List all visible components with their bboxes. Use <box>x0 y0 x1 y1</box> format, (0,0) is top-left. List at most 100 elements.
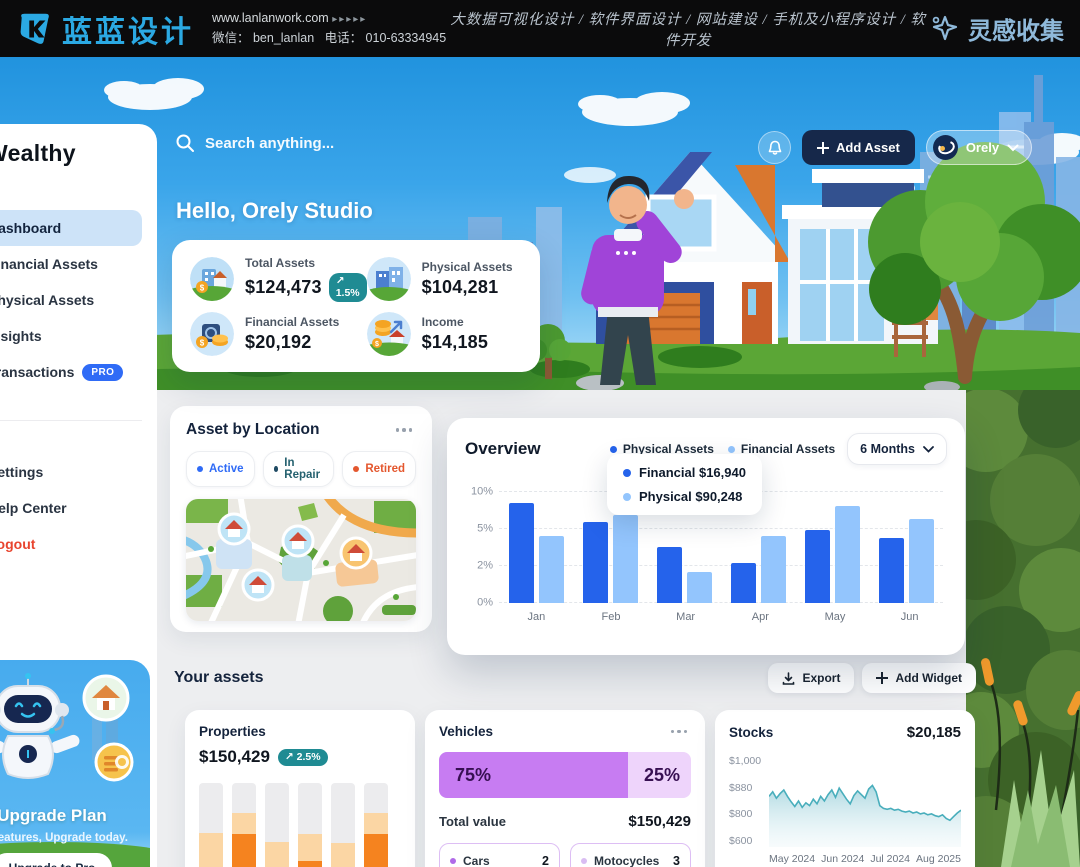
pp-seg-top <box>265 783 289 842</box>
sidebar-item-settings[interactable]: Settings <box>0 454 142 490</box>
stacked-bar <box>298 783 322 867</box>
inspiration-collect[interactable]: 灵感收集 <box>930 11 1064 46</box>
tooltip-label: Financial $16,940 <box>639 465 746 480</box>
stocks-chart: $1,000 $880 $800 $600 <box>729 755 961 847</box>
stacked-bar <box>232 783 256 867</box>
pp-seg-mid <box>265 841 289 867</box>
x-tick: Feb <box>601 611 621 623</box>
lanlan-logo[interactable]: 蓝蓝设计 <box>16 7 194 51</box>
tooltip-dot <box>623 492 631 501</box>
your-assets-title: Your assets <box>174 669 264 686</box>
status-dot <box>197 466 203 472</box>
app-logo: Wealthy <box>0 140 76 166</box>
physical-bar-jan[interactable] <box>508 503 534 603</box>
location-map[interactable] <box>186 499 416 621</box>
brand-name: 蓝蓝设计 <box>62 15 194 49</box>
sidebar-item-financial-assets[interactable]: Financial Assets <box>0 246 142 282</box>
sidebar-item-dashboard[interactable]: Dashboard <box>0 210 142 246</box>
filter-chip-retired[interactable]: Retired <box>342 451 416 487</box>
search-icon <box>176 134 194 152</box>
your-assets-section: Your assets Export Add Widget Properties… <box>170 655 976 867</box>
add-asset-button[interactable]: Add Asset <box>802 130 915 165</box>
stacked-bar <box>199 783 223 867</box>
sidebar-item-label: Transactions <box>0 364 75 380</box>
banner-phone: 电话： 010-63334945 <box>324 30 447 45</box>
stat-income: $ Income $14,185 <box>366 309 522 358</box>
add-widget-label: Add Widget <box>895 671 962 685</box>
sidebar-item-physical-assets[interactable]: Physical Assets <box>0 282 142 318</box>
stat-value: $20,192 <box>245 331 312 352</box>
physical-bar-apr[interactable] <box>730 562 756 603</box>
financial-bar-jan[interactable] <box>538 535 564 603</box>
total-value-label: Total value <box>439 814 506 829</box>
legend-label: Financial Assets <box>740 442 836 456</box>
physical-bar-may[interactable] <box>804 530 830 603</box>
hero-illustration <box>0 57 1080 390</box>
chip-label: Motocycles <box>594 854 660 867</box>
more-menu-icon[interactable] <box>392 424 417 436</box>
legend-financial-assets[interactable]: Financial Assets <box>727 442 836 456</box>
filter-chip-active[interactable]: Active <box>186 451 255 487</box>
sidebar-item-help-center[interactable]: Help Center <box>0 490 142 526</box>
search-bar[interactable] <box>175 133 555 153</box>
banner-wechat: 微信： ben_lanlan <box>212 30 315 45</box>
upgrade-to-pro-button[interactable]: Upgrade to Pro <box>0 853 112 867</box>
pp-seg-mid <box>364 813 388 834</box>
upgrade-plan-card[interactable]: Upgrade Plan AI Features, Upgrade today.… <box>0 660 150 867</box>
filter-chip-in-repair[interactable]: In Repair <box>262 451 335 487</box>
chip-label: Retired <box>365 463 405 475</box>
banner-website[interactable]: www.lanlanwork.com <box>212 11 329 26</box>
sidebar-item-label: Logout <box>0 536 36 552</box>
add-widget-button[interactable]: Add Widget <box>862 663 976 693</box>
pp-seg-bot <box>232 834 256 867</box>
financial-bar-feb[interactable] <box>612 514 638 603</box>
upgrade-title: Upgrade Plan <box>0 806 107 825</box>
chart-tooltip: Financial $16,940 Physical $90,248 <box>607 454 762 515</box>
y-tick: $1,000 <box>729 755 762 767</box>
motocycles-chip[interactable]: Motocycles 3 <box>570 843 691 867</box>
upgrade-subtitle: AI Features, Upgrade today. <box>0 832 128 844</box>
sidebar-item-insights[interactable]: Insights <box>0 318 142 354</box>
x-tick: Jun 2024 <box>821 853 865 865</box>
financial-bar-jun[interactable] <box>908 519 934 603</box>
pp-seg-top <box>364 783 388 813</box>
financial-bar-mar[interactable] <box>686 571 712 603</box>
pp-seg-mid <box>331 843 355 867</box>
vehicles-card: Vehicles 75% 25% Total value $150,429 Ca… <box>425 710 705 867</box>
physical-bar-feb[interactable] <box>582 522 608 603</box>
stacked-bar <box>265 783 289 867</box>
x-tick: Jun <box>900 611 919 623</box>
financial-bar-may[interactable] <box>834 505 860 603</box>
plus-icon <box>817 141 829 154</box>
search-input[interactable] <box>205 134 525 152</box>
legend-physical-assets[interactable]: Physical Assets <box>609 442 714 456</box>
properties-value: $150,429 <box>199 747 270 766</box>
split-left-label: 75% <box>455 764 492 785</box>
sidebar-item-transactions[interactable]: Transactions PRO <box>0 354 142 390</box>
export-button[interactable]: Export <box>768 663 855 693</box>
range-label: 6 Months <box>860 442 915 456</box>
more-menu-icon[interactable] <box>667 726 692 738</box>
user-menu[interactable]: Orely <box>925 130 1033 165</box>
trend-badge: ↗ 2.5% <box>277 748 328 766</box>
vehicles-split-bar: 75% 25% <box>439 752 691 798</box>
banner-contact: www.lanlanwork.com ▸▸▸▸▸ 微信： ben_lanlan … <box>212 9 446 48</box>
financial-bar-apr[interactable] <box>760 535 786 603</box>
range-selector[interactable]: 6 Months <box>847 433 947 465</box>
physical-bar-mar[interactable] <box>656 547 682 603</box>
chevron-down-icon <box>1007 144 1019 151</box>
page-greeting: Hello, Orely Studio <box>176 198 373 223</box>
legend-dot <box>609 445 617 453</box>
physical-bar-jun[interactable] <box>878 538 904 603</box>
stat-physical-assets: Physical Assets $104,281 <box>366 254 522 303</box>
y-tick: 0% <box>477 596 493 609</box>
overview-bars <box>499 491 943 603</box>
sidebar-item-logout[interactable]: Logout <box>0 526 142 562</box>
sidebar-item-label: Dashboard <box>0 220 62 236</box>
notifications-button[interactable] <box>758 131 791 164</box>
stat-label: Financial Assets <box>245 314 340 329</box>
cars-chip[interactable]: Cars 2 <box>439 843 560 867</box>
overview-card: Overview Physical Assets Financial Asset… <box>447 418 965 655</box>
sidebar: Wealthy Dashboard Financial Assets Physi… <box>0 124 157 867</box>
stats-summary-card: $ Total Assets $124,473 ↗ 1.5% Physical … <box>172 240 540 372</box>
